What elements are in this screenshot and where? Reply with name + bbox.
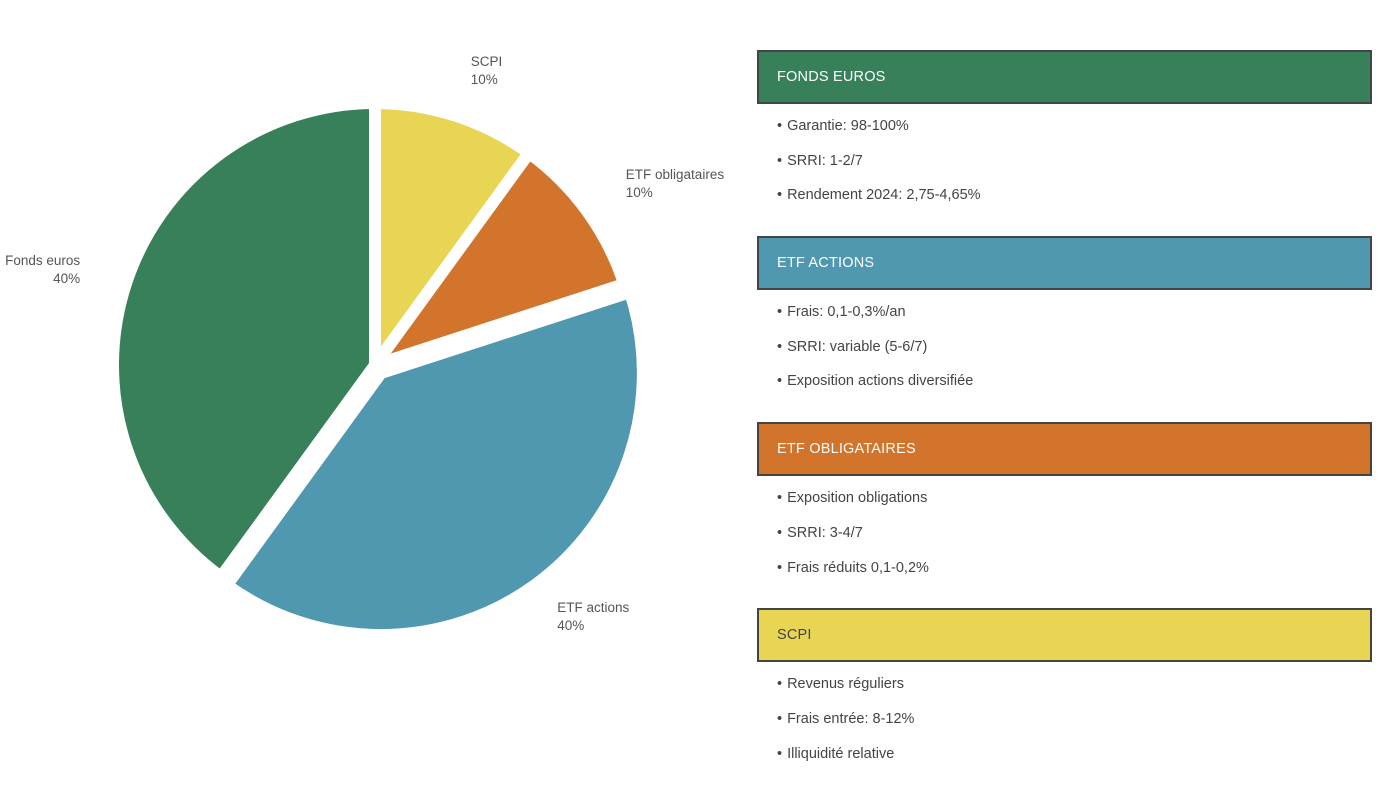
pie-pct-label-etf_actions: 40% <box>557 618 584 633</box>
pie-slice-scpi <box>369 96 538 384</box>
card-list-item: • Garantie: 98-100% <box>777 109 1372 144</box>
card-list-item: • Frais réduits 0,1-0,2% <box>777 551 1372 586</box>
pie-slice-etf_oblig <box>359 144 632 377</box>
card-item-text: Illiquidité relative <box>787 745 895 762</box>
card-item-text: Exposition actions diversifiée <box>787 373 974 390</box>
card-fonds-euros: FONDS EUROS • Garantie: 98-100% • SRRI: 1-2/… <box>757 50 1372 213</box>
card-list-item: • SRRI: 1-2/7 <box>777 144 1372 179</box>
card-item-list: • Frais: 0,1-0,3%/an • SRRI: variable (5-6/… <box>757 290 1372 399</box>
bullet-icon: • <box>777 710 783 727</box>
bullet-icon: • <box>777 338 783 355</box>
card-item-text: SRRI: 1-2/7 <box>787 152 863 169</box>
bullet-icon: • <box>777 524 783 541</box>
card-list-item: • Exposition obligations <box>777 481 1372 516</box>
bullet-icon: • <box>777 676 783 693</box>
card-item-text: Exposition obligations <box>787 490 928 507</box>
bullet-icon: • <box>777 490 783 507</box>
pie-chart-svg: SCPI 10% ETF obligataires 10% ETF actions 40%… <box>5 54 725 642</box>
card-list-item: • SRRI: variable (5-6/7) <box>777 330 1372 365</box>
pie-slice-etf_actions <box>218 284 649 642</box>
asset-info-panel: FONDS EUROS • Garantie: 98-100% • SRRI: 1-2/… <box>757 50 1372 794</box>
card-item-text: Revenus réguliers <box>787 676 904 693</box>
card-item-text: Frais entrée: 8-12% <box>787 710 915 727</box>
card-list-item: • Frais entrée: 8-12% <box>777 702 1372 737</box>
card-list-item: • Frais: 0,1-0,3%/an <box>777 295 1372 330</box>
card-header-scpi: SCPI <box>757 608 1372 663</box>
bullet-icon: • <box>777 745 783 762</box>
pie-slice-fonds_euros <box>107 96 381 586</box>
card-item-text: Frais réduits 0,1-0,2% <box>787 559 929 576</box>
card-header-fonds-euros: FONDS EUROS <box>757 50 1372 104</box>
pie-label-fonds_euros: Fonds euros <box>5 253 80 268</box>
bullet-icon: • <box>777 118 783 134</box>
card-item-text: Rendement 2024: 2,75-4,65% <box>787 187 981 204</box>
card-scpi: SCPI • Revenus réguliers • Frais entrée: 8-1… <box>757 608 1372 771</box>
bullet-icon: • <box>777 304 783 321</box>
card-list-item: • Illiquidité relative <box>777 737 1372 772</box>
pie-pct-label-etf_oblig: 10% <box>626 185 653 200</box>
bullet-icon: • <box>777 373 783 390</box>
card-item-text: Garantie: 98-100% <box>787 118 909 134</box>
card-list-item: • Rendement 2024: 2,75-4,65% <box>777 178 1372 213</box>
bullet-icon: • <box>777 559 783 576</box>
card-item-text: SRRI: 3-4/7 <box>787 524 863 541</box>
card-etf-actions: ETF ACTIONS • Frais: 0,1-0,3%/an • SRRI: var… <box>757 236 1372 399</box>
card-header-etf-actions: ETF ACTIONS <box>757 236 1372 291</box>
pie-label-etf_actions: ETF actions <box>557 600 629 615</box>
bullet-icon: • <box>777 187 783 204</box>
bullet-icon: • <box>777 152 783 169</box>
pie-pct-label-fonds_euros: 40% <box>53 271 80 286</box>
card-list-item: • SRRI: 3-4/7 <box>777 516 1372 551</box>
card-item-list: • Exposition obligations • SRRI: 3-4/7 • Frai… <box>757 476 1372 585</box>
card-item-text: Frais: 0,1-0,3%/an <box>787 304 906 321</box>
card-item-list: • Garantie: 98-100% • SRRI: 1-2/7 • Rendement… <box>757 104 1372 213</box>
card-header-etf-obligataires: ETF OBLIGATAIRES <box>757 422 1372 477</box>
card-item-list: • Revenus réguliers • Frais entrée: 8-12% • I… <box>757 662 1372 771</box>
card-etf-obligataires: ETF OBLIGATAIRES • Exposition obligations •… <box>757 422 1372 585</box>
pie-label-etf_oblig: ETF obligataires <box>626 167 725 182</box>
pie-pct-label-scpi: 10% <box>471 72 498 87</box>
card-list-item: • Revenus réguliers <box>777 667 1372 702</box>
card-item-text: SRRI: variable (5-6/7) <box>787 338 928 355</box>
pie-label-scpi: SCPI <box>471 54 503 69</box>
card-list-item: • Exposition actions diversifiée <box>777 364 1372 399</box>
allocation-pie-chart: SCPI 10% ETF obligataires 10% ETF actions 40%… <box>5 54 725 642</box>
